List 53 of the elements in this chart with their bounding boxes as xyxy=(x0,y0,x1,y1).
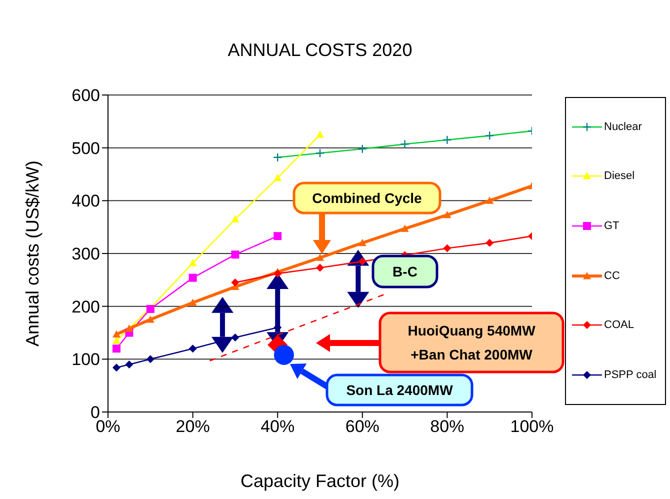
point xyxy=(125,360,134,368)
x-tick-label: 80% xyxy=(430,417,464,436)
point xyxy=(274,344,294,365)
point xyxy=(112,364,120,372)
point xyxy=(188,298,197,306)
legend-label: COAL xyxy=(604,319,634,332)
legend-label: Nuclear xyxy=(604,120,642,133)
point xyxy=(443,244,452,252)
y-tick-label: 200 xyxy=(72,297,100,316)
point xyxy=(274,174,282,182)
point xyxy=(188,344,197,353)
y-tick-label: 500 xyxy=(72,138,100,158)
x-tick-label: 60% xyxy=(345,417,380,436)
annotation: HuoiQuang 540MW +Ban Chat 200MW xyxy=(408,322,536,362)
y-tick-label: 100 xyxy=(72,350,100,370)
annotation: Son La 2400MW xyxy=(346,382,454,398)
legend-label: PSPP coal xyxy=(604,369,656,382)
y-tick-label: 400 xyxy=(72,192,100,211)
x-tick-label: 20% xyxy=(176,417,210,436)
point xyxy=(188,274,197,282)
point xyxy=(112,336,120,344)
legend-label: GT xyxy=(604,220,620,232)
annotation: Combined Cycle xyxy=(312,190,422,206)
point xyxy=(231,250,240,259)
point xyxy=(188,259,197,266)
point xyxy=(231,215,240,222)
x-tick-label: 40% xyxy=(260,417,295,436)
x-axis-title: Capacity Factor (%) xyxy=(240,471,400,491)
point xyxy=(146,316,154,323)
point xyxy=(274,232,282,240)
legend-label: Diesel xyxy=(604,170,635,182)
x-tick-label: 100% xyxy=(510,417,554,436)
chart-title: ANNUAL COSTS 2020 xyxy=(226,40,414,61)
point xyxy=(316,130,324,138)
point xyxy=(231,278,240,287)
annotation: B-C xyxy=(392,264,418,280)
legend-label: CC xyxy=(604,270,620,282)
point xyxy=(316,254,324,261)
point xyxy=(146,355,154,364)
point xyxy=(443,210,452,218)
point xyxy=(274,270,282,278)
x-tick-label: 0% xyxy=(96,417,120,436)
point xyxy=(400,224,409,232)
point xyxy=(112,344,120,353)
point xyxy=(358,238,366,246)
point xyxy=(486,196,494,204)
point xyxy=(486,238,494,247)
y-tick-label: 300 xyxy=(72,244,100,264)
y-tick-label: 600 xyxy=(72,86,100,106)
y-axis-title: Annual costs (US$/kW) xyxy=(22,160,42,347)
point xyxy=(316,264,324,272)
point xyxy=(231,334,240,342)
point xyxy=(112,330,120,338)
